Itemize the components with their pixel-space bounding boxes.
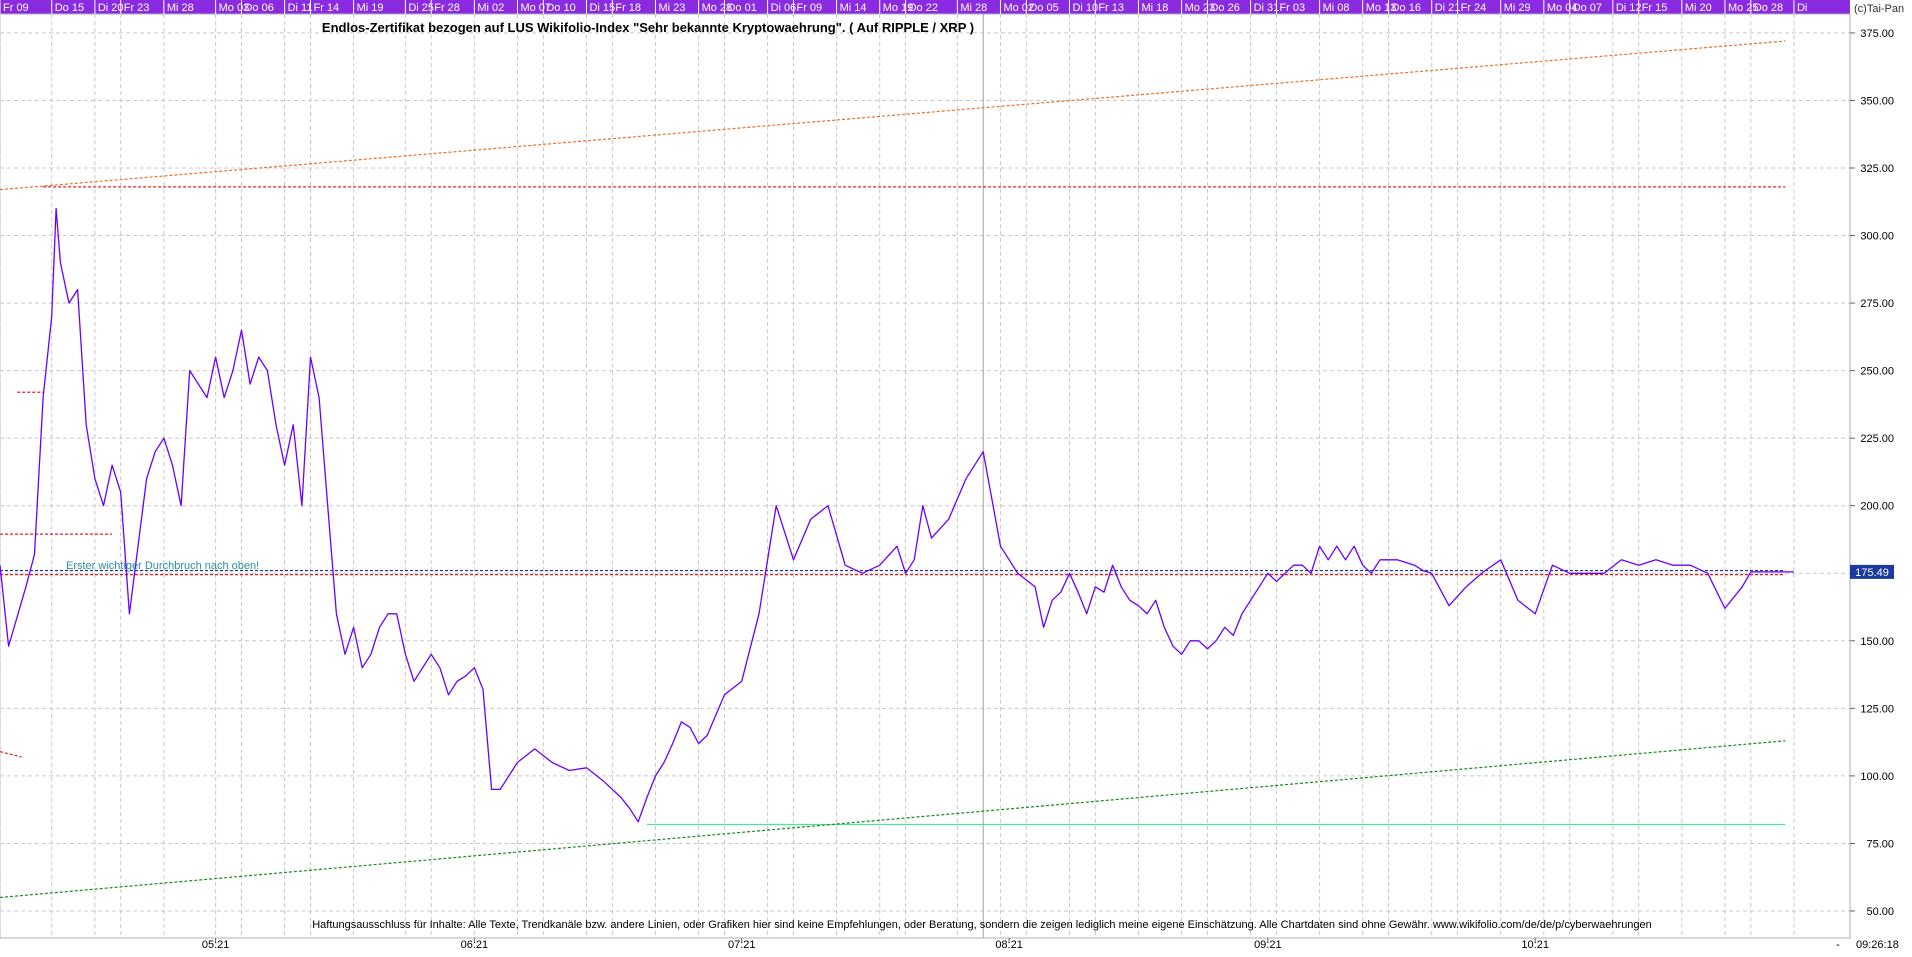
last-price-tag-bg: [1850, 564, 1894, 579]
top-date-label: Do 05: [1029, 2, 1058, 14]
top-date-label: Mi 23: [658, 2, 685, 14]
top-date-label: Di 20: [98, 2, 124, 14]
top-date-label: Mi 08: [1323, 2, 1350, 14]
top-date-label: Fr 15: [1642, 2, 1668, 14]
y-tick-label: 350.00: [1860, 95, 1894, 107]
top-date-label: Fr 09: [3, 2, 29, 14]
top-date-label: Mi 29: [1504, 2, 1531, 14]
top-date-label: Fr 24: [1461, 2, 1487, 14]
last-price-value: 175.49: [1855, 567, 1889, 579]
x-month-label: 08:21: [995, 939, 1023, 951]
top-date-label: Mi 14: [840, 2, 867, 14]
top-date-label: Mi 20: [1685, 2, 1712, 14]
overlay-line-upper-trend: [0, 40, 1786, 191]
overlay-lines-layer: [0, 40, 1786, 899]
top-date-label: Mi 28: [960, 2, 987, 14]
top-date-label: Di 25: [408, 2, 434, 14]
top-date-label: Fr 28: [434, 2, 460, 14]
y-tick-label: 125.00: [1860, 703, 1894, 715]
top-date-label: Fr 09: [796, 2, 822, 14]
top-date-label: Mi 02: [477, 2, 504, 14]
top-date-label: Mi 28: [167, 2, 194, 14]
top-date-label: Do 15: [55, 2, 84, 14]
top-date-label: Do 10: [546, 2, 575, 14]
y-tick-label: 150.00: [1860, 636, 1894, 648]
top-date-label: Mi 19: [357, 2, 384, 14]
x-month-label: 09:21: [1254, 939, 1282, 951]
top-date-label: Fr 13: [1098, 2, 1124, 14]
top-date-label: Mi 18: [1141, 2, 1168, 14]
top-date-label: Di 31: [1254, 2, 1280, 14]
y-tick-label: 200.00: [1860, 501, 1894, 513]
last-price-tag: 175.49: [1850, 564, 1894, 579]
x-month-label: 06:21: [461, 939, 489, 951]
y-tick-label: 275.00: [1860, 298, 1894, 310]
x-axis-month-labels: 05:21 06:21 07:21 08:21 09:21 10:21: [202, 938, 1549, 951]
top-date-label: Di 15: [589, 2, 615, 14]
timestamp-label: 09:26:18: [1856, 939, 1899, 951]
top-date-label: Di 12: [1616, 2, 1642, 14]
y-tick-label: 225.00: [1860, 433, 1894, 445]
top-date-label: Fr 23: [124, 2, 150, 14]
top-date-label: Di 06: [771, 2, 797, 14]
x-month-label: 05:21: [202, 939, 230, 951]
top-date-label: Do 28: [1754, 2, 1783, 14]
top-date-label: Do 26: [1210, 2, 1239, 14]
price-series-layer: [0, 207, 1794, 823]
y-tick-label: 375.00: [1860, 28, 1894, 40]
top-date-label: Fr 03: [1279, 2, 1305, 14]
top-date-label: Fr 14: [313, 2, 339, 14]
top-date-bar: [0, 0, 1850, 14]
disclaimer-text: Haftungsausschluss für Inhalte: Alle Tex…: [312, 919, 1652, 931]
top-date-label: Do 06: [244, 2, 273, 14]
top-date-label: Di 21: [1435, 2, 1461, 14]
top-date-label: Do 22: [909, 2, 938, 14]
top-date-label: Di 11: [288, 2, 313, 14]
y-tick-label: 250.00: [1860, 366, 1894, 378]
price-series-line: [0, 207, 1794, 823]
y-tick-label: 100.00: [1860, 771, 1894, 783]
y-tick-label: 325.00: [1860, 163, 1894, 175]
plot-frame: [0, 13, 1851, 939]
top-date-label: Di 10: [1072, 2, 1098, 14]
x-month-label: 07:21: [728, 939, 756, 951]
top-date-label: Di: [1797, 2, 1807, 14]
top-date-label: Fr 18: [615, 2, 641, 14]
corner-mark: -: [1836, 939, 1840, 951]
chart-title: Endlos-Zertifikat bezogen auf LUS Wikifo…: [322, 20, 974, 35]
overlay-line-lower-trend: [0, 740, 1786, 899]
x-month-label: 10:21: [1521, 939, 1549, 951]
top-date-label: Do 01: [727, 2, 756, 14]
top-date-label: Do 16: [1392, 2, 1421, 14]
top-date-label: Do 07: [1573, 2, 1602, 14]
y-tick-label: 50.00: [1866, 906, 1894, 918]
copyright-label: (c)Tai-Pan: [1854, 3, 1904, 15]
y-tick-label: 75.00: [1866, 838, 1894, 850]
annotation-label: Erster wichtiger Durchbruch nach oben!: [66, 560, 259, 572]
grid-layer: [0, 14, 1850, 938]
y-tick-label: 300.00: [1860, 231, 1894, 243]
overlay-line-short-level-108: [0, 750, 22, 758]
